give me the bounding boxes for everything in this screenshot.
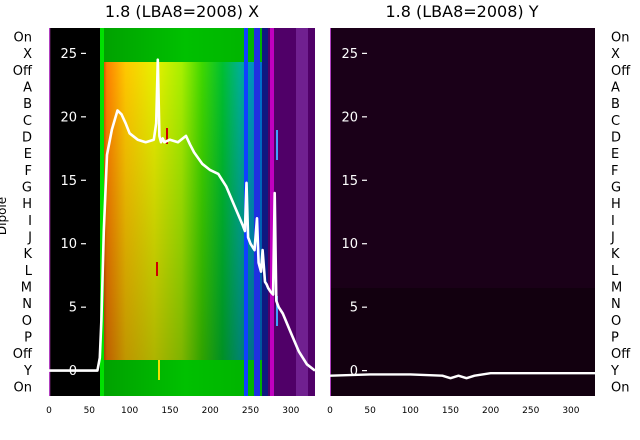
overlay-y-tick-label: 10	[341, 237, 358, 252]
overlay-y-tick-label: 20	[341, 110, 358, 125]
left-category-label: On	[14, 31, 32, 46]
overlay-y-tick-label: 15	[60, 174, 77, 189]
overlay-y-tick-label: 25	[60, 47, 77, 62]
left-category-label: On	[14, 381, 32, 396]
right-category-label: O	[611, 314, 621, 329]
x-tick-label: 250	[522, 406, 539, 416]
right-category-label: H	[611, 197, 621, 212]
left-heatmap-purple-strip	[296, 28, 308, 396]
x-tick-label: 50	[84, 406, 96, 416]
right-category-label: M	[611, 281, 622, 296]
x-tick-label: 0	[327, 406, 333, 416]
left-heatmap-red-speck	[166, 128, 168, 144]
x-tick-label: 150	[442, 406, 459, 416]
x-tick-label: 300	[282, 406, 299, 416]
overlay-y-tick-label: 5	[350, 301, 358, 316]
left-heatmap-cyan-speck	[276, 130, 278, 160]
overlay-y-tick-label: 20	[60, 110, 77, 125]
right-category-label: K	[611, 247, 620, 262]
right-category-label: A	[611, 81, 620, 96]
x-tick-label: 250	[242, 406, 259, 416]
left-category-label: B	[23, 97, 32, 112]
right-category-label: X	[611, 47, 620, 62]
left-category-label: A	[23, 81, 32, 96]
right-category-label: Off	[611, 347, 631, 362]
right-overlay-line	[329, 372, 595, 380]
left-heatmap-green-strip	[100, 28, 104, 396]
right-category-label: C	[611, 114, 620, 129]
right-heatmap-edge-line	[330, 28, 331, 396]
left-category-label: Y	[23, 364, 32, 379]
left-category-label: M	[21, 281, 32, 296]
x-tick-label: 200	[202, 406, 219, 416]
right-category-label: N	[611, 297, 621, 312]
left-panel: 0 5 10 15 20 25 0 50 100 150 200 250 300	[46, 28, 316, 416]
left-category-label: F	[25, 164, 32, 179]
left-heatmap-magenta-strip	[270, 28, 274, 396]
left-category-label: G	[22, 181, 32, 196]
left-heatmap-red-speck	[156, 262, 158, 276]
left-category-label: D	[22, 131, 32, 146]
left-heatmap-yellow-speck	[158, 360, 160, 380]
left-category-label: I	[28, 214, 32, 229]
right-category-label: Off	[611, 64, 631, 79]
left-heatmap-edge-line	[49, 28, 50, 396]
left-category-label: X	[23, 47, 32, 62]
left-category-label: E	[24, 147, 32, 162]
right-category-label: G	[611, 181, 621, 196]
x-tick-label: 100	[402, 406, 419, 416]
right-category-label: D	[611, 131, 621, 146]
left-heatmap-blue-strip	[254, 28, 260, 396]
right-category-label: On	[611, 31, 629, 46]
right-category-label: J	[610, 231, 615, 246]
overlay-y-tick-label: 0	[350, 364, 358, 379]
right-category-label: B	[611, 97, 620, 112]
left-overlay-line	[49, 58, 316, 372]
right-x-axis: 0 50 100 150 200 250 300	[327, 406, 580, 416]
left-category-label: C	[23, 114, 32, 129]
x-tick-label: 0	[46, 406, 52, 416]
left-x-axis: 0 50 100 150 200 250 300	[46, 406, 300, 416]
overlay-y-tick-label: 5	[69, 301, 77, 316]
right-category-label: E	[611, 147, 619, 162]
left-category-label: Off	[13, 347, 33, 362]
x-tick-label: 200	[482, 406, 499, 416]
x-tick-label: 150	[161, 406, 178, 416]
left-category-label: H	[22, 197, 32, 212]
right-category-label: P	[611, 331, 619, 346]
overlay-y-tick-label: 10	[60, 237, 77, 252]
left-category-label: J	[27, 231, 32, 246]
left-heatmap-navy-strip	[262, 28, 268, 396]
overlay-y-tick-label: 25	[341, 47, 358, 62]
y-axis-label: Dipole	[0, 197, 9, 235]
right-category-label: F	[611, 164, 618, 179]
left-panel-title: 1.8 (LBA8=2008) X	[105, 2, 259, 21]
left-heatmap-cyan-speck	[276, 296, 278, 326]
right-category-label: Y	[610, 364, 619, 379]
right-panel-title: 1.8 (LBA8=2008) Y	[385, 2, 538, 21]
right-overlay-ticks: 0 5 10 15 20 25	[341, 47, 367, 379]
overlay-y-tick-label: 15	[341, 174, 358, 189]
right-category-label: L	[611, 264, 619, 279]
left-category-label: Off	[13, 64, 33, 79]
right-category-label: I	[611, 214, 615, 229]
right-heatmap-band	[330, 28, 595, 288]
left-heatmap-shade	[100, 62, 270, 360]
left-category-label: O	[22, 314, 32, 329]
x-tick-label: 50	[364, 406, 376, 416]
left-category-label: L	[25, 264, 33, 279]
right-category-label: On	[611, 381, 629, 396]
left-category-label: N	[22, 297, 32, 312]
left-category-label: P	[24, 331, 32, 346]
x-tick-label: 300	[562, 406, 579, 416]
x-tick-label: 100	[121, 406, 138, 416]
left-category-label: K	[23, 247, 32, 262]
right-panel: 0 5 10 15 20 25 0 50 100 150 200 250 300	[327, 28, 595, 416]
